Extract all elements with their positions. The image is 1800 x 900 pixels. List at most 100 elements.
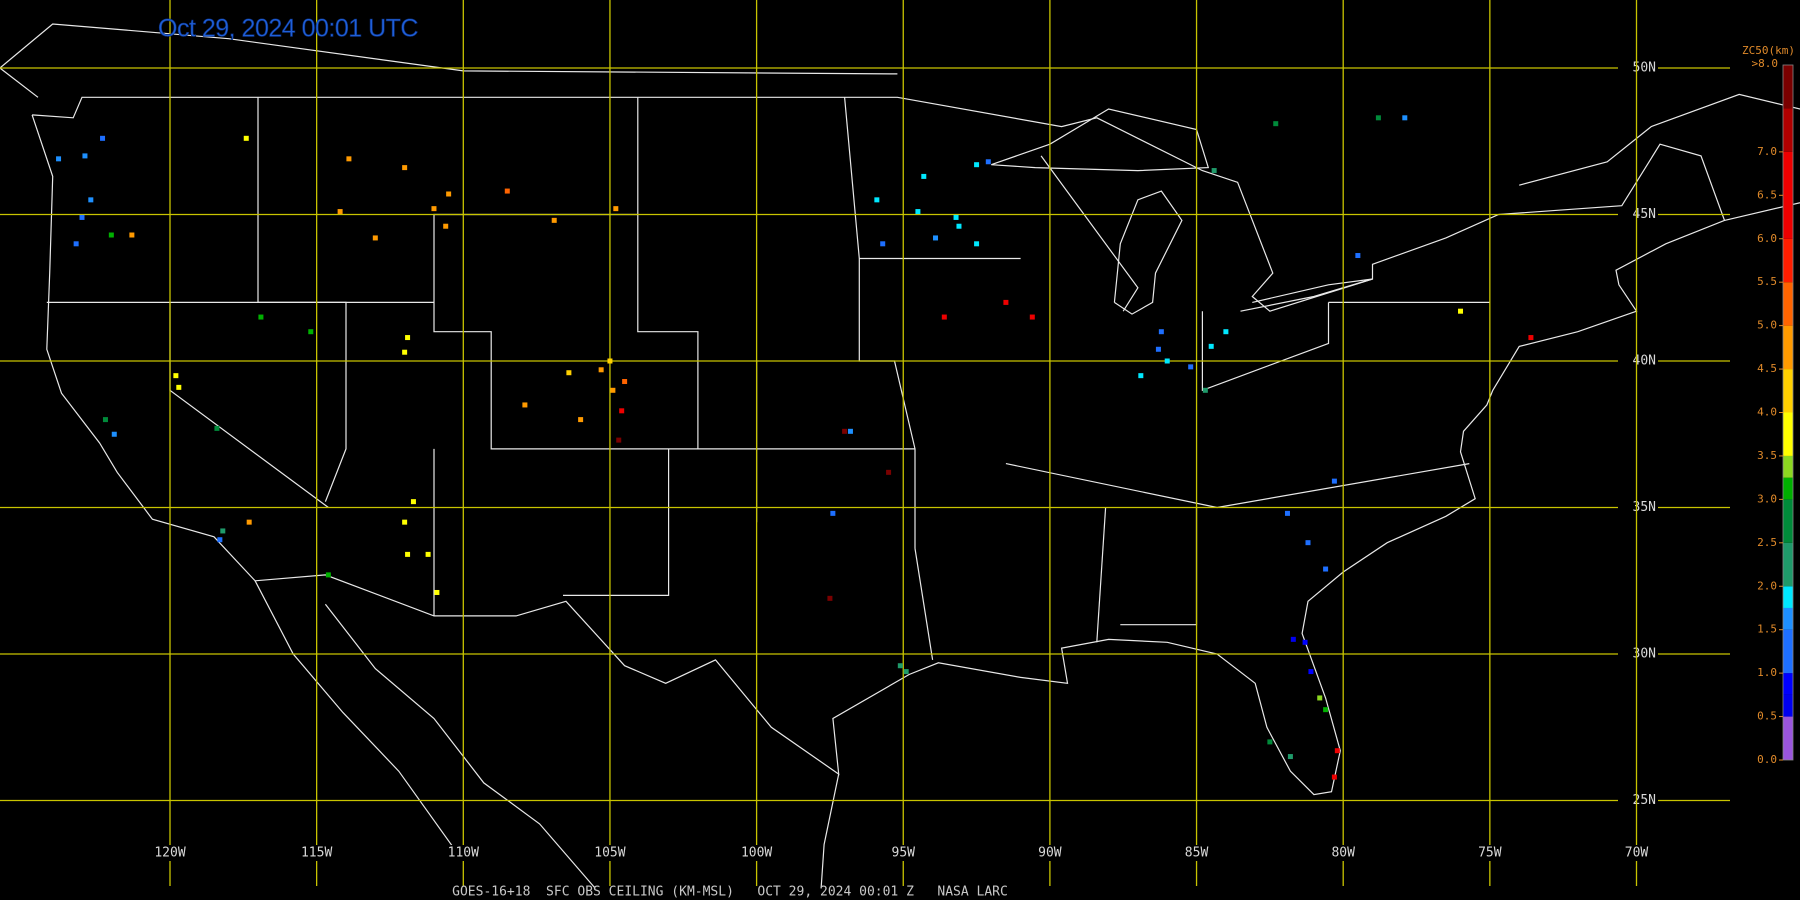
colorbar-segment — [1783, 542, 1793, 587]
station-obs — [443, 223, 449, 229]
station-obs — [402, 349, 408, 355]
station-obs — [1334, 748, 1340, 754]
station-obs — [1155, 346, 1161, 352]
station-obs — [410, 499, 416, 505]
label-bg — [1176, 845, 1217, 861]
station-obs — [874, 197, 880, 203]
station-obs — [504, 188, 510, 194]
station-obs — [1208, 343, 1214, 349]
label-bg — [1618, 206, 1658, 223]
colorbar-segment — [1783, 108, 1793, 152]
latitude-label: 45N — [1633, 207, 1656, 222]
station-obs — [56, 156, 62, 162]
longitude-label: 95W — [892, 846, 916, 861]
longitude-label: 110W — [448, 846, 479, 861]
latitude-label: 25N — [1633, 793, 1656, 808]
station-obs — [402, 519, 408, 525]
longitude-label: 100W — [741, 846, 772, 861]
colorbar-tick-label: 7.0 — [1757, 145, 1777, 158]
label-bg — [883, 845, 924, 861]
coastline — [1113, 190, 1183, 315]
colorbar-tick-label: 3.5 — [1757, 449, 1777, 462]
station-obs — [1528, 335, 1534, 341]
station-obs — [1003, 299, 1009, 305]
station-obs — [847, 428, 853, 434]
station-obs — [522, 402, 528, 408]
station-obs — [308, 329, 314, 335]
station-obs — [108, 232, 114, 238]
station-obs — [953, 214, 959, 220]
label-bg — [1029, 845, 1070, 861]
label-bg — [1323, 845, 1364, 861]
station-obs — [337, 209, 343, 215]
colorbar: ZC50(km)>8.0 7.0 6.5 6.0 5.5 5.0 4.5 4.0 3.5 3.0 2… — [1742, 44, 1795, 766]
colorbar-segment — [1783, 673, 1793, 695]
longitude-label: 75W — [1478, 846, 1502, 861]
station-obs — [405, 335, 411, 341]
state-border — [1040, 155, 1139, 312]
label-bg — [1618, 499, 1658, 516]
colorbar-tick-label: 0.5 — [1757, 710, 1777, 723]
station-obs — [1273, 121, 1279, 127]
station-obs — [88, 197, 94, 203]
station-obs — [220, 528, 226, 534]
station-obs — [82, 153, 88, 159]
colorbar-tick-label: 4.5 — [1757, 362, 1777, 375]
station-obs — [214, 425, 220, 431]
coastline — [1240, 278, 1373, 312]
stations — [56, 115, 1534, 780]
station-obs — [346, 156, 352, 162]
state-border — [1096, 507, 1107, 643]
colorbar-segment — [1783, 325, 1793, 370]
station-obs — [1267, 739, 1273, 745]
coastline — [1519, 93, 1800, 221]
colorbar-tick-label: 2.0 — [1757, 579, 1777, 592]
station-obs — [974, 162, 980, 168]
label-bg — [1616, 845, 1657, 861]
station-obs — [1305, 540, 1311, 546]
station-obs — [1375, 115, 1381, 121]
colorbar-tick-label: 6.5 — [1757, 188, 1777, 201]
label-bg — [589, 845, 630, 861]
station-obs — [1331, 478, 1337, 484]
station-obs — [1287, 754, 1293, 760]
station-obs — [1302, 639, 1308, 645]
station-obs — [1402, 115, 1408, 121]
colorbar-segment — [1783, 151, 1793, 239]
station-obs — [1355, 253, 1361, 259]
map-title: Oct 29, 2024 00:01 UTC — [158, 15, 418, 43]
colorbar-segment — [1783, 369, 1793, 413]
station-obs — [827, 595, 833, 601]
label-bg — [1618, 792, 1658, 809]
station-obs — [1284, 510, 1290, 516]
colorbar-tick-label: 5.0 — [1757, 319, 1777, 332]
station-obs — [897, 663, 903, 669]
colorbar-segment — [1783, 282, 1793, 326]
longitude-label: 90W — [1038, 846, 1062, 861]
station-obs — [431, 206, 437, 212]
station-obs — [434, 589, 440, 595]
station-obs — [619, 408, 625, 414]
station-obs — [258, 314, 264, 320]
station-obs — [129, 232, 135, 238]
state-border — [914, 548, 934, 660]
colorbar-segment — [1783, 629, 1793, 674]
station-obs — [176, 384, 182, 390]
station-obs — [616, 437, 622, 443]
colorbar-segment — [1783, 716, 1793, 760]
station-obs — [1138, 373, 1144, 379]
state-border — [433, 97, 699, 450]
colorbar-tick-label: 5.5 — [1757, 275, 1777, 288]
station-obs — [1458, 308, 1464, 314]
label-bg — [150, 845, 190, 861]
footer: GOES-16+18 SFC OBS CEILING (KM-MSL) OCT … — [452, 885, 1008, 900]
coastline — [31, 96, 1726, 796]
colorbar-segment — [1783, 65, 1793, 109]
label-bg — [443, 845, 484, 861]
station-obs — [974, 241, 980, 247]
station-obs — [880, 241, 886, 247]
station-obs — [425, 551, 431, 557]
colorbar-segment — [1783, 455, 1793, 478]
coastlines — [0, 23, 1800, 889]
